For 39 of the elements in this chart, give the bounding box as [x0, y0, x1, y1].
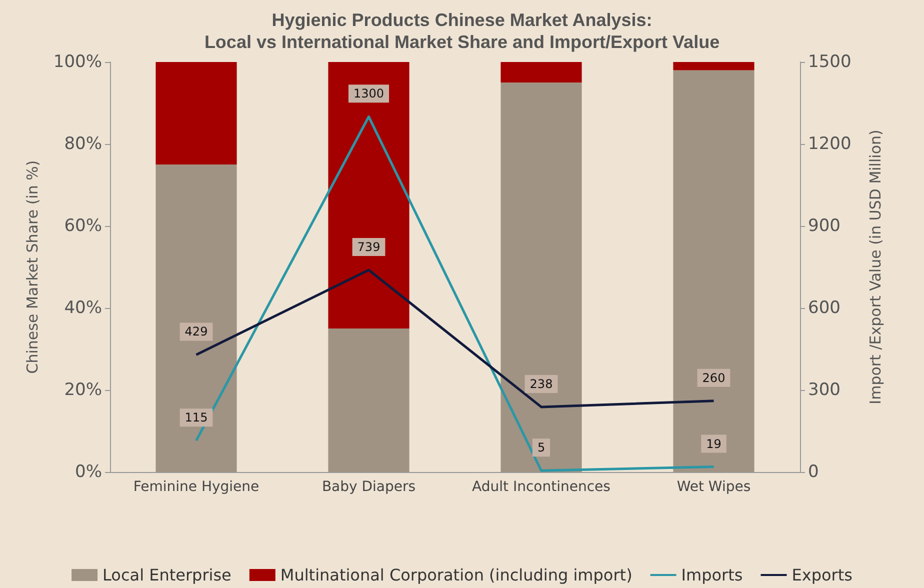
data-label: 5: [537, 440, 546, 455]
x-tick-label: Feminine Hygiene: [133, 479, 260, 495]
x-tick-label: Wet Wipes: [676, 479, 751, 495]
legend-label: Multinational Corporation (including import): [280, 566, 632, 584]
y-tick-label: 60%: [64, 216, 102, 236]
chart-title: Hygienic Products Chinese Market Analysis: Local vs International Market Share and Import/Export Value: [204, 10, 720, 52]
data-label: 429: [184, 324, 208, 339]
y-tick-label: 20%: [64, 380, 102, 400]
bar: [156, 164, 237, 472]
y2-tick-label: 900: [808, 216, 840, 236]
data-label: 739: [357, 240, 380, 254]
bar: [328, 328, 410, 472]
y2-tick-label: 1500: [808, 52, 852, 72]
y-tick-label: 0%: [75, 462, 102, 482]
y2-tick-label: 0: [808, 462, 819, 482]
y-tick-label: 100%: [53, 52, 102, 72]
bar: [673, 62, 754, 70]
y2-tick-label: 1200: [808, 134, 852, 154]
bar: [156, 62, 237, 164]
data-label: 115: [184, 410, 208, 425]
y-tick-label: 40%: [64, 298, 102, 318]
data-label: 238: [530, 376, 553, 391]
bar: [328, 62, 410, 328]
y2-tick-label: 300: [808, 380, 840, 400]
y2-tick-label: 600: [808, 298, 840, 318]
legend-label: Local Enterprise: [102, 566, 232, 584]
data-label: 1300: [353, 86, 384, 101]
y-tick-label: 80%: [64, 134, 102, 154]
data-label: 19: [706, 436, 722, 451]
legend-label: Imports: [681, 566, 743, 584]
bar: [500, 62, 582, 82]
y2-axis-title: Import /Export Value (in USD Million): [866, 130, 884, 404]
bar: [500, 82, 582, 472]
x-tick-label: Adult Incontinences: [472, 479, 610, 495]
y-axis-title: Chinese Market Share (in %): [24, 160, 42, 374]
legend-label: Exports: [792, 566, 852, 584]
bar: [673, 70, 754, 472]
x-tick-label: Baby Diapers: [322, 479, 416, 495]
data-label: 260: [702, 370, 726, 385]
